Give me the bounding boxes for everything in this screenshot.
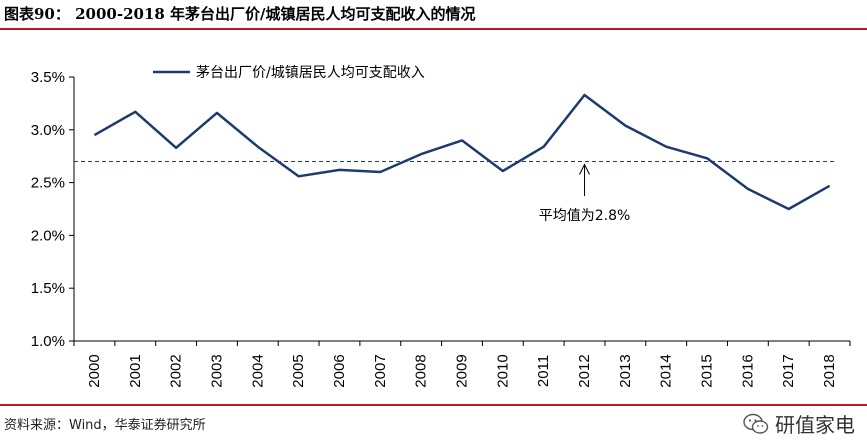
x-axis: 2000 2001 2002 2003 2004 2005 2006 2007 2008 2009… [73, 340, 851, 388]
x-tick-label: 2007 [372, 354, 389, 387]
x-tick-label: 2014 [658, 354, 675, 387]
y-tick-label: 2.0% [31, 227, 65, 244]
x-tick-label: 2006 [331, 354, 348, 387]
series-line [93, 93, 831, 211]
y-axis: 1.0% 1.5% 2.0% 2.5% 3.0% 3.5% [31, 69, 75, 350]
legend-label: 茅台出厂价/城镇居民人均可支配收入 [196, 65, 425, 81]
watermark: 研值家电 [743, 409, 855, 438]
annotation-label: 平均值为2.8% [539, 208, 631, 224]
y-tick-label: 1.5% [31, 280, 65, 297]
x-tick-label: 2012 [576, 354, 593, 387]
x-tick-label: 2015 [699, 354, 716, 387]
watermark-text: 研值家电 [775, 413, 855, 437]
source-note: 资料来源：Wind，华泰证券研究所 [4, 418, 206, 433]
y-tick-label: 3.5% [31, 69, 65, 86]
line-chart: 1.0%1.5%2.0%2.5%3.0%3.5% 2000 2001 2002 200… [31, 65, 851, 388]
x-tick-label: 2009 [454, 354, 471, 387]
y-tick-label: 3.0% [31, 122, 65, 139]
x-tick-label: 2017 [780, 354, 797, 387]
x-tick-label: 2000 [86, 354, 103, 387]
y-tick-label: 1.0% [31, 333, 65, 350]
x-tick-label: 2003 [208, 354, 225, 387]
y-tick-label: 2.5% [31, 175, 65, 192]
x-tick-label: 2001 [127, 354, 144, 387]
x-tick-label: 2008 [413, 354, 430, 387]
x-tick-label: 2005 [290, 354, 307, 387]
series-group [93, 93, 831, 211]
x-tick-label: 2013 [617, 354, 634, 387]
chart-title: 图表90： 2000-2018 年茅台出厂价/城镇居民人均可支配收入的情况 [4, 5, 476, 23]
x-tick-label: 2010 [494, 354, 511, 387]
wechat-icon [743, 413, 769, 434]
annotation: 平均值为2.8% [539, 163, 631, 224]
x-tick-label: 2016 [739, 354, 756, 387]
x-tick-label: 2011 [535, 355, 552, 387]
x-tick-label: 2002 [168, 354, 185, 387]
legend: 茅台出厂价/城镇居民人均可支配收入 [153, 65, 425, 81]
title-divider [0, 28, 867, 30]
x-tick-label: 2018 [821, 354, 838, 387]
footer-divider [0, 404, 867, 406]
x-tick-label: 2004 [249, 354, 266, 387]
annotation-arrowhead [579, 163, 590, 175]
